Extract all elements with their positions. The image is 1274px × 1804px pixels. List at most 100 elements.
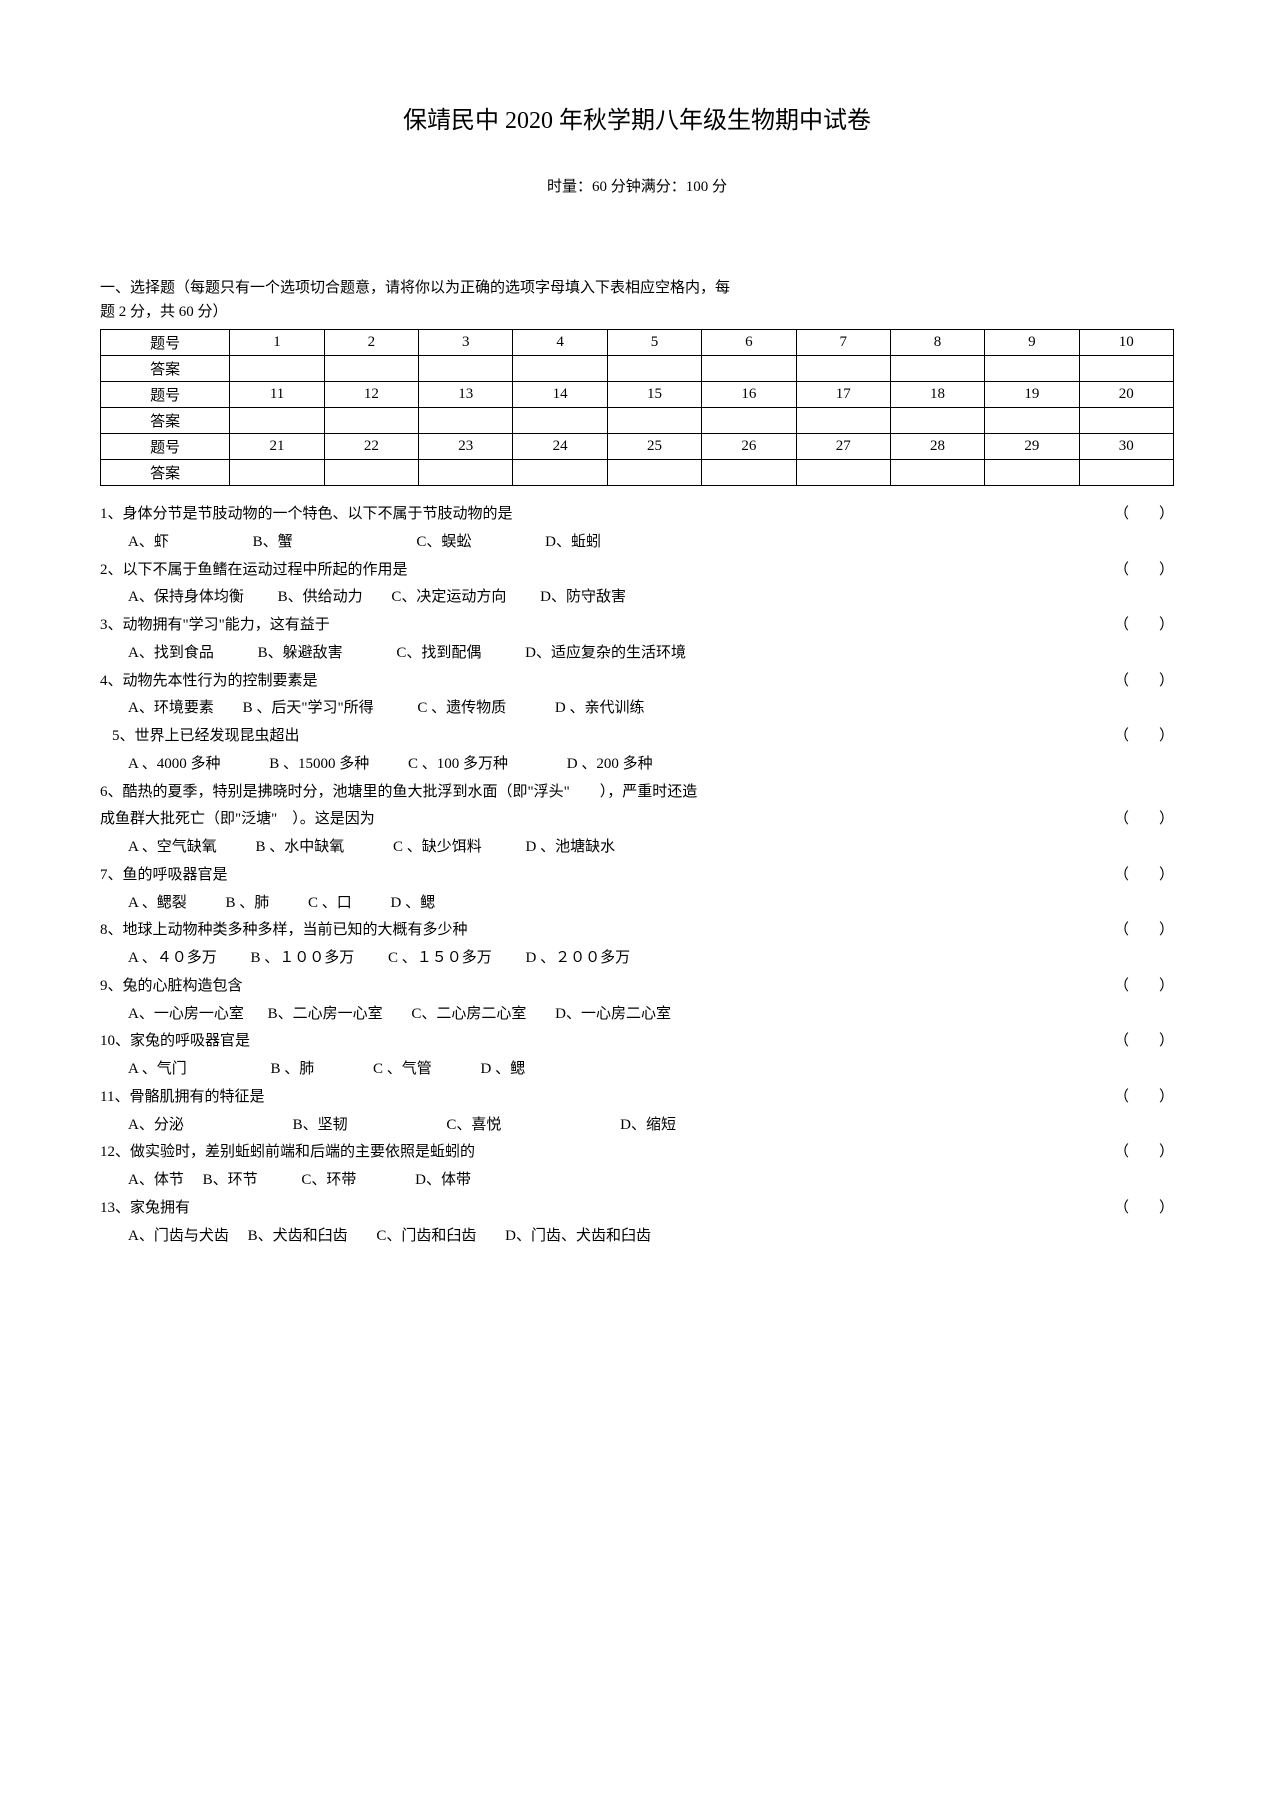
answer-paren: （ ）	[1094, 806, 1174, 834]
answer-cell	[230, 356, 324, 382]
answer-cell	[985, 460, 1079, 486]
exam-title: 保靖民中 2020 年秋学期八年级生物期中试卷	[100, 100, 1174, 135]
option-a: A 、气门	[128, 1056, 187, 1084]
answer-paren: （ ）	[1094, 1195, 1174, 1223]
answer-cell	[513, 460, 607, 486]
num-cell: 5	[607, 330, 701, 356]
num-cell: 1	[230, 330, 324, 356]
option-a: A、分泌	[128, 1112, 184, 1140]
question-3-options: A、找到食品 B、躲避敌害 C、找到配偶 D、适应复杂的生活环境	[100, 640, 1174, 668]
option-b: B、环节	[203, 1167, 258, 1195]
answer-paren: （ ）	[1094, 557, 1174, 585]
answer-cell	[230, 408, 324, 434]
question-3: 3、动物拥有"学习"能力，这有益于 （ ）	[100, 612, 1174, 640]
question-text: 7、鱼的呼吸器官是	[100, 862, 1094, 890]
option-b: B、坚韧	[293, 1112, 348, 1140]
question-1-options: A、虾 B、蟹 C、蜈蚣 D、蚯蚓	[100, 529, 1174, 557]
answer-cell	[419, 408, 513, 434]
question-text: 8、地球上动物种类多种多样，当前已知的大概有多少种	[100, 917, 1094, 945]
option-c: C 、口	[308, 890, 352, 918]
num-cell: 30	[1079, 434, 1173, 460]
option-c: C、环带	[301, 1167, 356, 1195]
num-cell: 10	[1079, 330, 1173, 356]
question-4-options: A、环境要素 B 、后天"学习"所得 C 、遗传物质 D 、亲代训练	[100, 695, 1174, 723]
question-12: 12、做实验时，差别蚯蚓前端和后端的主要依照是蚯蚓的 （ ）	[100, 1139, 1174, 1167]
answer-paren: （ ）	[1094, 1139, 1174, 1167]
num-cell: 28	[890, 434, 984, 460]
option-b: B 、肺	[226, 890, 270, 918]
question-text: 成鱼群大批死亡（即"泛塘" ）。这是因为	[100, 806, 1094, 834]
table-row: 题号 11 12 13 14 15 16 17 18 19 20	[101, 382, 1174, 408]
num-cell: 22	[324, 434, 418, 460]
question-text: 12、做实验时，差别蚯蚓前端和后端的主要依照是蚯蚓的	[100, 1139, 1094, 1167]
question-9: 9、兔的心脏构造包含 （ ）	[100, 973, 1174, 1001]
option-d: D 、２００多万	[526, 945, 631, 973]
question-text: 3、动物拥有"学习"能力，这有益于	[100, 612, 1094, 640]
answer-cell	[419, 460, 513, 486]
answer-cell	[1079, 356, 1173, 382]
question-text: 2、以下不属于鱼鳍在运动过程中所起的作用是	[100, 557, 1094, 585]
table-row: 答案	[101, 408, 1174, 434]
answer-paren: （ ）	[1094, 917, 1174, 945]
answer-cell	[890, 460, 984, 486]
option-a: A、保持身体均衡	[128, 584, 244, 612]
question-2-options: A、保持身体均衡 B、供给动力 C、决定运动方向 D、防守敌害	[100, 584, 1174, 612]
question-4: 4、动物先本性行为的控制要素是 （ ）	[100, 668, 1174, 696]
answer-cell	[607, 356, 701, 382]
option-d: D 、亲代训练	[555, 695, 645, 723]
num-cell: 18	[890, 382, 984, 408]
option-a: A、环境要素	[128, 695, 214, 723]
option-c: C、决定运动方向	[391, 584, 506, 612]
num-cell: 20	[1079, 382, 1173, 408]
option-c: C、喜悦	[446, 1112, 501, 1140]
question-8-options: A 、４０多万 B 、１００多万 C 、１５０多万 D 、２００多万	[100, 945, 1174, 973]
answer-paren: （ ）	[1094, 862, 1174, 890]
question-13: 13、家兔拥有 （ ）	[100, 1195, 1174, 1223]
question-13-options: A、门齿与犬齿 B、犬齿和臼齿 C、门齿和臼齿 D、门齿、犬齿和臼齿	[100, 1223, 1174, 1251]
question-text: 10、家兔的呼吸器官是	[100, 1028, 1094, 1056]
answer-cell	[702, 460, 796, 486]
option-c: C、找到配偶	[396, 640, 481, 668]
option-b: B 、水中缺氧	[256, 834, 345, 862]
num-cell: 12	[324, 382, 418, 408]
num-cell: 2	[324, 330, 418, 356]
table-row: 答案	[101, 356, 1174, 382]
question-12-options: A、体节 B、环节 C、环带 D、体带	[100, 1167, 1174, 1195]
question-11: 11、骨骼肌拥有的特征是 （ ）	[100, 1084, 1174, 1112]
option-c: C 、缺少饵料	[393, 834, 482, 862]
num-cell: 11	[230, 382, 324, 408]
answer-cell	[1079, 408, 1173, 434]
answer-paren: （ ）	[1094, 973, 1174, 1001]
option-b: B 、后天"学习"所得	[243, 695, 374, 723]
answer-cell	[230, 460, 324, 486]
question-text: 9、兔的心脏构造包含	[100, 973, 1094, 1001]
option-a: A 、空气缺氧	[128, 834, 217, 862]
instructions-line2: 题 2 分，共 60 分）	[100, 304, 228, 320]
option-d: D、适应复杂的生活环境	[525, 640, 686, 668]
option-a: A、一心房一心室	[128, 1001, 244, 1029]
answer-cell	[796, 408, 890, 434]
option-d: D 、200 多种	[567, 751, 653, 779]
question-5-options: A 、4000 多种 B 、15000 多种 C 、100 多万种 D 、200…	[100, 751, 1174, 779]
option-c: C、蜈蚣	[416, 529, 471, 557]
question-2: 2、以下不属于鱼鳍在运动过程中所起的作用是 （ ）	[100, 557, 1174, 585]
questions-block: 1、身体分节是节肢动物的一个特色、以下不属于节肢动物的是 （ ） A、虾 B、蟹…	[100, 501, 1174, 1250]
option-a: A、门齿与犬齿	[128, 1223, 229, 1251]
option-d: D、体带	[415, 1167, 471, 1195]
exam-subtitle: 时量：60 分钟满分：100 分	[100, 175, 1174, 196]
num-cell: 25	[607, 434, 701, 460]
option-b: B、供给动力	[278, 584, 363, 612]
option-b: B 、肺	[271, 1056, 315, 1084]
num-cell: 26	[702, 434, 796, 460]
option-d: D、缩短	[620, 1112, 676, 1140]
answer-paren: （ ）	[1094, 1084, 1174, 1112]
answer-cell	[796, 460, 890, 486]
option-d: D、防守敌害	[540, 584, 626, 612]
num-cell: 27	[796, 434, 890, 460]
option-a: A、找到食品	[128, 640, 214, 668]
question-7: 7、鱼的呼吸器官是 （ ）	[100, 862, 1174, 890]
option-d: D 、鳃	[391, 890, 436, 918]
option-c: C、二心房二心室	[411, 1001, 526, 1029]
question-7-options: A 、鳃裂 B 、肺 C 、口 D 、鳃	[100, 890, 1174, 918]
answer-cell	[890, 408, 984, 434]
